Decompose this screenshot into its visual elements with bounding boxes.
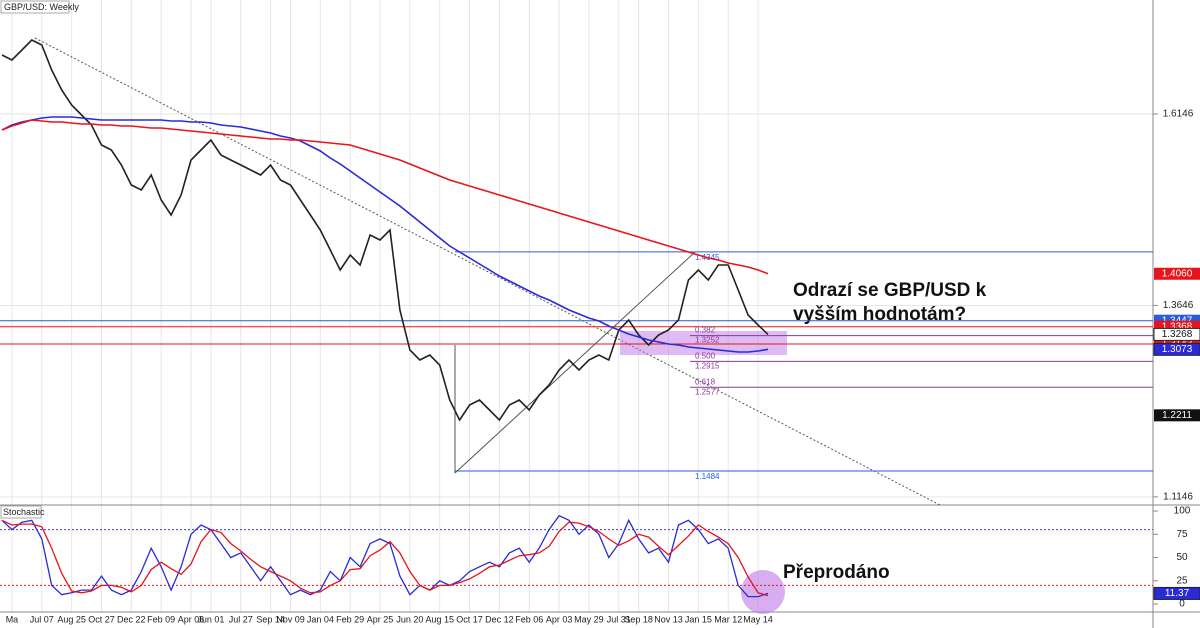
x-tick-label: May 29 — [574, 614, 604, 624]
fib-ratio: 0.382 — [695, 326, 716, 335]
fib-price: 1.2577 — [695, 387, 720, 396]
price-label: 1.4060 — [1162, 268, 1193, 279]
price-label-box — [1153, 342, 1200, 356]
price-label-box — [1154, 267, 1200, 280]
x-tick-label: Jan 04 — [307, 614, 334, 624]
x-tick-label: Dec 22 — [117, 614, 146, 624]
y-tick-label: 1.1146 — [1163, 492, 1193, 503]
annotation: Přeprodáno — [783, 562, 890, 583]
price-label-box — [1153, 586, 1200, 600]
x-tick-label: Nov 13 — [654, 614, 683, 624]
price-label-box — [1153, 327, 1200, 341]
x-tick-label: Jun 01 — [197, 614, 224, 624]
fib-price: 1.2915 — [695, 362, 720, 371]
title-box — [0, 0, 70, 14]
y-tick-label: 75 — [1176, 529, 1188, 540]
pane-title-box — [0, 505, 42, 519]
x-tick-label: Jul 07 — [30, 614, 54, 624]
trend-line — [34, 37, 941, 506]
fib-ratio: 0.500 — [695, 352, 716, 361]
x-tick-label: Jul 31 — [607, 614, 631, 624]
x-tick-label: Ma — [6, 614, 19, 624]
x-tick-label: Jul 27 — [229, 614, 253, 624]
price-label: 1.2211 — [1162, 410, 1192, 421]
price-label: 11.37 — [1165, 588, 1190, 599]
highlight-circle — [741, 570, 785, 614]
x-tick-label: Feb 09 — [147, 614, 175, 624]
x-tick-label: Jan 15 — [685, 614, 712, 624]
price-label-box — [1154, 409, 1200, 422]
x-tick-label: Apr 03 — [546, 614, 573, 624]
price-label: 1.3368 — [1162, 321, 1193, 332]
pane-title: Stochastic — [3, 507, 45, 517]
y-tick-label: 1.6146 — [1163, 109, 1194, 120]
x-tick-label: Aug 25 — [57, 614, 86, 624]
fib-diagonal — [454, 251, 696, 474]
x-tick-label: Oct 27 — [88, 614, 115, 624]
x-tick-label: Feb 29 — [336, 614, 364, 624]
x-tick-label: Oct 17 — [456, 614, 483, 624]
x-tick-label: Aug 15 — [425, 614, 454, 624]
chart-title: GBP/USD: Weekly — [4, 2, 79, 12]
x-tick-label: Feb 06 — [515, 614, 543, 624]
annotation: vyšším hodnotám? — [793, 304, 966, 325]
x-tick-label: Sep 18 — [624, 614, 653, 624]
y-tick-label: 100 — [1174, 506, 1191, 517]
x-tick-label: Sep 14 — [256, 614, 285, 624]
y-tick-label: 25 — [1176, 575, 1188, 586]
x-tick-label: Jun 20 — [396, 614, 423, 624]
x-tick-label: Apr 25 — [367, 614, 394, 624]
y-tick-label: 1.3646 — [1163, 300, 1194, 311]
x-tick-label: Dec 12 — [485, 614, 514, 624]
fib-label: 1.1484 — [695, 472, 720, 481]
fib-price: 1.3252 — [695, 336, 720, 345]
x-tick-label: May 14 — [743, 614, 773, 624]
x-tick-label: Apr 06 — [178, 614, 205, 624]
x-tick-label: Mar 12 — [714, 614, 742, 624]
fib-ratio: 0.618 — [695, 377, 716, 386]
y-tick-label: 0 — [1179, 599, 1185, 610]
series-line — [1, 116, 769, 353]
grid — [0, 0, 1153, 612]
price-label: 1.3073 — [1162, 344, 1193, 355]
annotation: Odrazí se GBP/USD k — [793, 280, 987, 301]
price-label: 1.3268 — [1162, 329, 1193, 340]
x-tick-label: Nov 09 — [276, 614, 305, 624]
y-tick-label: 50 — [1176, 552, 1188, 563]
series-line — [1, 519, 769, 597]
series-line — [1, 119, 769, 275]
